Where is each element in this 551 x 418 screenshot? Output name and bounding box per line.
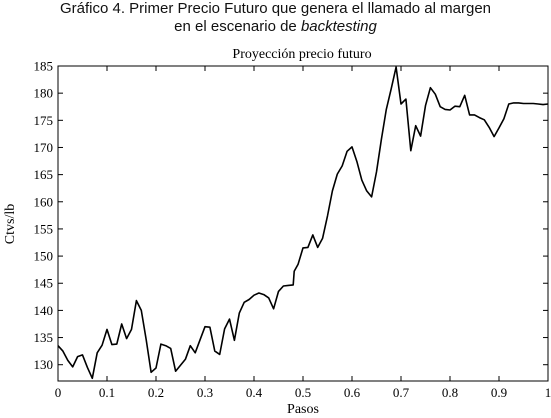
y-axis: 130 135 140 145 150 155 160 165 170 175 180 185: [34, 59, 548, 372]
figure-caption: Gráfico 4. Primer Precio Futuro que gene…: [0, 0, 551, 36]
chart-title: Proyección precio futuro: [232, 47, 371, 62]
caption-line-2-italic: backtesting: [300, 18, 377, 35]
x-tick-label: 0.1: [99, 385, 115, 400]
y-tick-label: 150: [34, 249, 54, 264]
x-axis: 0 0.1 0.2 0.3 0.4 0.5 0.6 0.7 0.8 0.9 1: [55, 66, 551, 400]
x-tick-label: 0.6: [344, 385, 361, 400]
caption-line-2-text: en el escenario de: [174, 18, 301, 35]
x-tick-label: 0.8: [442, 385, 458, 400]
y-tick-label: 185: [34, 59, 54, 74]
x-tick-label: 0.5: [295, 385, 311, 400]
x-tick-label: 0.7: [393, 385, 410, 400]
x-tick-label: 0: [55, 385, 62, 400]
x-tick-label: 0.2: [148, 385, 164, 400]
caption-line-2: en el escenario de backtesting: [0, 18, 551, 36]
y-tick-label: 165: [34, 167, 54, 182]
caption-line-1: Gráfico 4. Primer Precio Futuro que gene…: [59, 0, 492, 17]
x-tick-label: 1: [545, 385, 551, 400]
y-tick-label: 135: [34, 330, 54, 345]
series-line: [57, 66, 549, 380]
y-tick-label: 140: [34, 303, 54, 318]
y-tick-label: 160: [34, 194, 54, 209]
y-axis-label: Ctvs/lb: [3, 204, 18, 244]
y-tick-label: 175: [34, 113, 54, 128]
plot-frame: [57, 65, 549, 382]
x-axis-label: Pasos: [287, 402, 319, 417]
y-tick-label: 145: [34, 276, 54, 291]
y-tick-label: 155: [34, 221, 54, 236]
y-tick-label: 130: [34, 357, 54, 372]
y-tick-label: 170: [34, 140, 54, 155]
x-tick-label: 0.4: [246, 385, 263, 400]
series-group: [57, 66, 549, 380]
y-tick-label: 180: [34, 86, 54, 101]
x-tick-label: 0.9: [491, 385, 507, 400]
x-tick-label: 0.3: [197, 385, 213, 400]
